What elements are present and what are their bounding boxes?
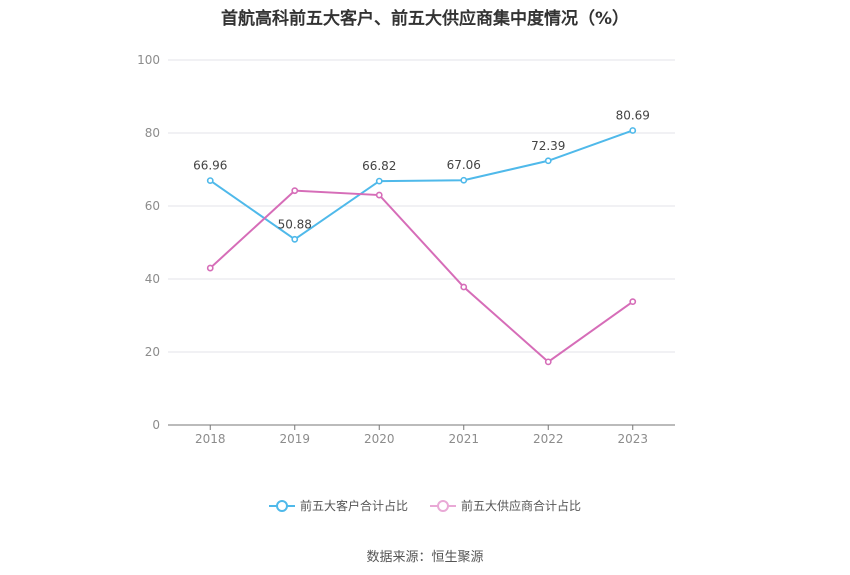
series-0-point-2018	[206, 177, 214, 184]
series-0-data-label-2023: 80.69	[616, 108, 650, 122]
series-0-point-2023	[629, 127, 637, 134]
y-tick-label-40: 40	[145, 272, 160, 286]
series-1-point-2023	[629, 298, 637, 306]
legend-label-suppliers: 前五大供应商合计占比	[461, 499, 582, 513]
legend-item-suppliers[interactable]: 前五大供应商合计占比	[430, 497, 581, 514]
legend-marker-suppliers-icon	[430, 499, 456, 512]
x-tick-label-2019: 2019	[279, 432, 310, 446]
y-tick-label-0: 0	[152, 418, 160, 432]
y-tick-label-80: 80	[145, 126, 160, 140]
series-0-point-2021	[460, 176, 468, 184]
series-line-1	[209, 189, 634, 364]
series-line-0	[209, 129, 634, 241]
x-tick-label-2018: 2018	[195, 432, 226, 446]
legend-label-customers: 前五大客户合计占比	[299, 499, 408, 513]
x-tick-label-2022: 2022	[533, 432, 564, 446]
chart-title: 首航高科前五大客户、前五大供应商集中度情况（%）	[220, 9, 630, 29]
series-0-data-label-2021: 67.06	[447, 158, 481, 172]
y-tick-label-100: 100	[137, 53, 160, 67]
series-0-data-label-2019: 50.88	[278, 217, 312, 231]
series-0-point-2019	[291, 235, 299, 243]
series-0-point-2020	[375, 177, 383, 185]
series-1-point-2021	[460, 283, 468, 291]
series-0-data-label-2020: 66.82	[362, 159, 396, 173]
x-tick-label-2021: 2021	[448, 432, 479, 446]
series-1-point-2019	[291, 187, 299, 195]
x-tick-label-2020: 2020	[364, 432, 395, 446]
series-0-data-label-2022: 72.39	[531, 139, 565, 153]
y-tick-label-20: 20	[145, 345, 160, 359]
x-tick-label-2023: 2023	[617, 432, 648, 446]
series-1-point-2020	[375, 191, 383, 199]
legend-item-customers[interactable]: 前五大客户合计占比	[268, 497, 408, 514]
series-1-point-2018	[206, 264, 214, 272]
y-tick-label-60: 60	[145, 199, 160, 213]
series-1-point-2022	[544, 358, 552, 366]
series-0-point-2022	[544, 157, 552, 165]
series-0-data-label-2018: 66.96	[193, 159, 227, 173]
legend: 前五大客户合计占比 前五大供应商合计占比	[0, 497, 850, 514]
legend-marker-customers-icon	[268, 499, 295, 512]
data-source: 数据来源：恒生聚源	[366, 550, 484, 565]
